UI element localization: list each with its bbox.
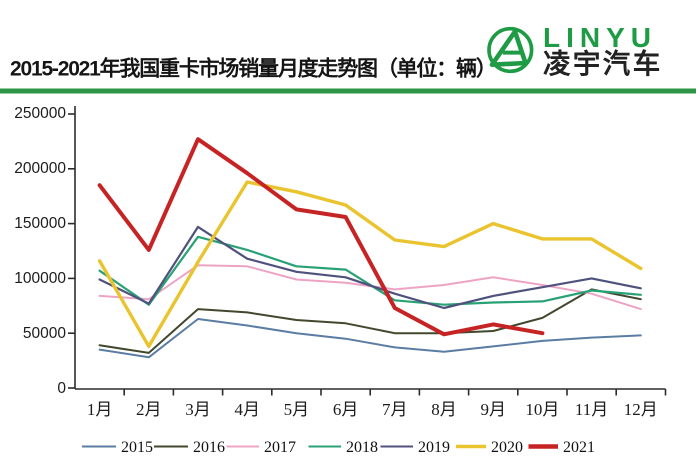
svg-text:2020: 2020 xyxy=(491,439,523,456)
svg-text:1月: 1月 xyxy=(87,400,113,419)
svg-text:3月: 3月 xyxy=(185,400,211,419)
svg-text:2017: 2017 xyxy=(264,439,296,456)
svg-text:250000: 250000 xyxy=(14,105,66,122)
svg-text:8月: 8月 xyxy=(431,400,457,419)
svg-text:50000: 50000 xyxy=(23,325,66,342)
svg-text:6月: 6月 xyxy=(333,400,359,419)
svg-text:2月: 2月 xyxy=(136,400,162,419)
svg-text:2019: 2019 xyxy=(418,439,450,456)
svg-text:12月: 12月 xyxy=(624,400,658,419)
svg-text:5月: 5月 xyxy=(284,400,310,419)
svg-text:200000: 200000 xyxy=(14,160,66,177)
svg-text:2016: 2016 xyxy=(193,439,225,456)
svg-text:2015-2021年我国重卡市场销量月度走势图（单位：辆）: 2015-2021年我国重卡市场销量月度走势图（单位：辆） xyxy=(10,57,496,81)
svg-text:11月: 11月 xyxy=(575,400,608,419)
svg-text:LINYU: LINYU xyxy=(543,22,657,53)
svg-text:7月: 7月 xyxy=(382,400,408,419)
svg-text:100000: 100000 xyxy=(14,270,66,287)
svg-text:4月: 4月 xyxy=(234,400,260,419)
svg-text:150000: 150000 xyxy=(14,215,66,232)
svg-text:2015: 2015 xyxy=(121,439,153,456)
svg-text:10月: 10月 xyxy=(525,400,559,419)
svg-text:凌宇汽车: 凌宇汽车 xyxy=(543,48,663,79)
svg-text:0: 0 xyxy=(57,380,66,397)
svg-text:2021: 2021 xyxy=(563,439,595,456)
svg-text:2018: 2018 xyxy=(346,439,378,456)
svg-text:9月: 9月 xyxy=(480,400,506,419)
